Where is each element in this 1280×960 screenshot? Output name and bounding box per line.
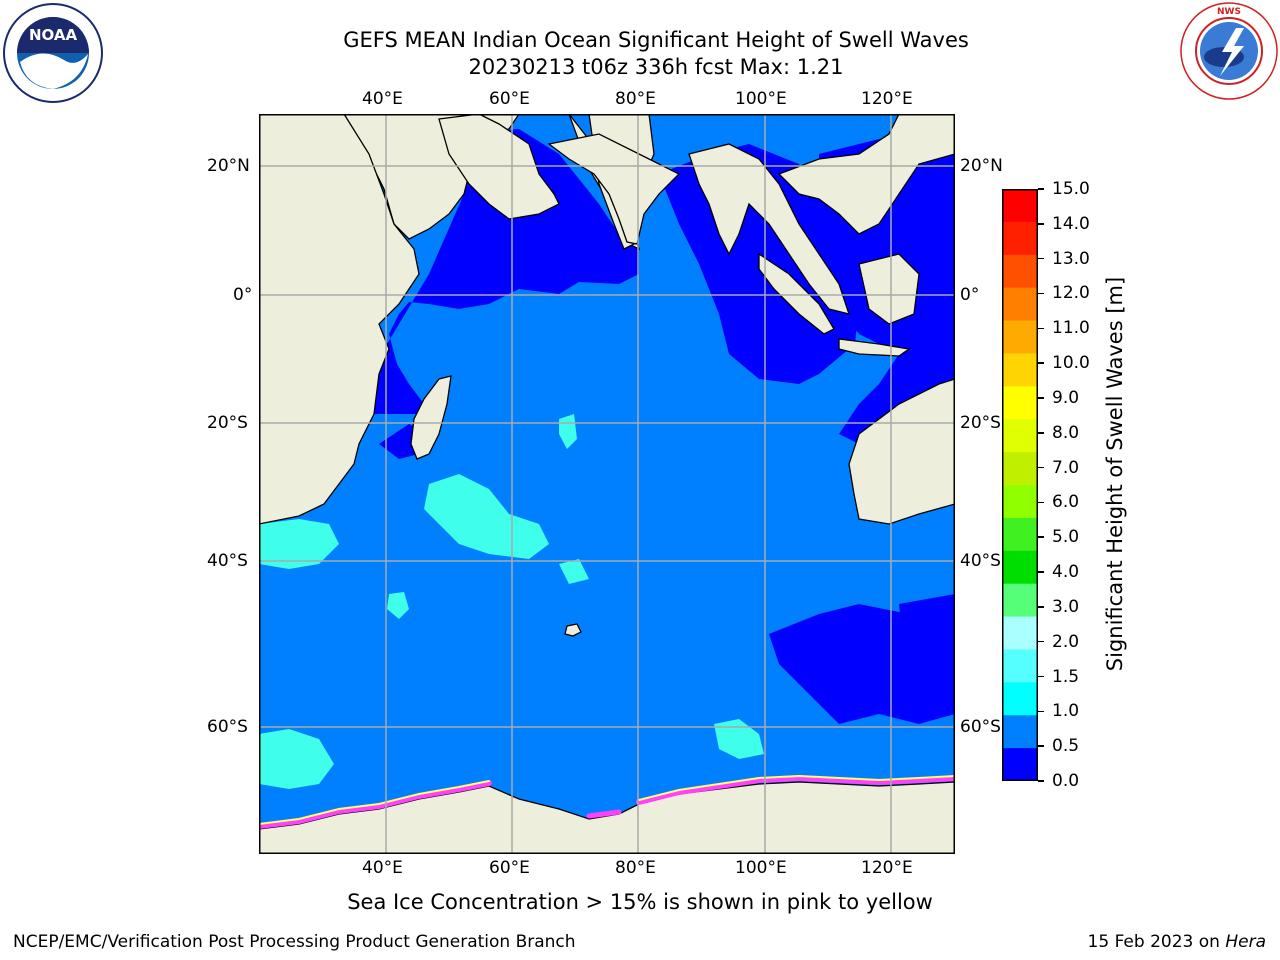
land-masses xyxy=(259,114,955,854)
lat-label-left-0: 0° xyxy=(233,285,253,305)
colorbar-swatch xyxy=(1002,221,1038,256)
colorbar-swatch xyxy=(1002,452,1038,486)
footer-date-text: 15 Feb 2023 on xyxy=(1087,932,1226,952)
lat-label-left-40s: 40°S xyxy=(207,551,248,571)
colorbar-tick-mark xyxy=(1038,710,1044,713)
colorbar-tick-label: 6.0 xyxy=(1052,492,1080,513)
colorbar-tick-mark xyxy=(1038,606,1044,608)
colorbar-tick-label: 4.0 xyxy=(1052,562,1080,583)
colorbar-swatch xyxy=(1002,254,1038,289)
lat-label-left-20s: 20°S xyxy=(207,413,248,433)
colorbar-swatch xyxy=(1002,649,1038,683)
colorbar-swatch xyxy=(1002,353,1038,387)
colorbar-tick-label: 1.0 xyxy=(1052,701,1080,722)
colorbar-tick-mark xyxy=(1038,745,1044,747)
lon-label-bottom-40e: 40°E xyxy=(362,858,403,878)
lat-label-left-60s: 60°S xyxy=(207,717,248,737)
lon-label-top-40e: 40°E xyxy=(362,89,403,109)
gridlines xyxy=(259,114,955,854)
colorbar-tick-label: 9.0 xyxy=(1052,387,1080,408)
colorbar-tick-mark xyxy=(1038,640,1044,643)
colorbar-tick-mark xyxy=(1038,780,1044,782)
lat-label-left-20n: 20°N xyxy=(207,156,250,176)
lon-label-bottom-60e: 60°E xyxy=(489,858,530,878)
lon-label-bottom-80e: 80°E xyxy=(615,858,656,878)
footer-credit: NCEP/EMC/Verification Post Processing Pr… xyxy=(13,932,576,952)
colorbar-frame xyxy=(1002,189,1038,781)
colorbar-swatch xyxy=(1002,517,1038,552)
colorbar-tick-label: 8.0 xyxy=(1052,422,1080,443)
sea-ice-fringe xyxy=(259,774,955,829)
colorbar-tick-label: 1.5 xyxy=(1052,666,1080,687)
colorbar-tick-label: 12.0 xyxy=(1052,283,1090,304)
chart-subtitle: 20230213 t06z 336h fcst Max: 1.21 xyxy=(468,55,844,79)
map-frame xyxy=(259,114,955,854)
colorbar-tick-label: 14.0 xyxy=(1052,213,1090,234)
colorbar-tick-label: 13.0 xyxy=(1052,248,1090,269)
colorbar-tick-label: 5.0 xyxy=(1052,527,1080,548)
colorbar-tick-mark xyxy=(1038,362,1044,364)
lon-label-bottom-100e: 100°E xyxy=(735,858,787,878)
colorbar-swatch xyxy=(1002,419,1038,453)
colorbar-swatch xyxy=(1002,748,1038,782)
lat-label-right-0: 0° xyxy=(960,285,980,305)
colorbar-swatch xyxy=(1002,287,1038,322)
colorbar-tick-mark xyxy=(1038,675,1044,678)
colorbar-tick-label: 15.0 xyxy=(1052,179,1090,199)
colorbar-tick-mark xyxy=(1038,571,1044,573)
colorbar-swatch xyxy=(1002,320,1038,354)
lon-label-top-60e: 60°E xyxy=(489,89,530,109)
footer-date: 15 Feb 2023 on Hera xyxy=(1088,932,1266,952)
colorbar-tick-mark xyxy=(1038,257,1044,260)
colorbar-tick-mark xyxy=(1038,327,1044,330)
lat-label-right-40s: 40°S xyxy=(960,551,1001,571)
svg-text:NWS: NWS xyxy=(1217,7,1241,17)
colorbar xyxy=(1002,189,1038,782)
colorbar-tick-label: 11.0 xyxy=(1052,318,1090,339)
chart-title: GEFS MEAN Indian Ocean Significant Heigh… xyxy=(343,28,969,52)
colorbar-swatch xyxy=(1002,189,1038,223)
colorbar-tick-mark xyxy=(1038,223,1044,225)
colorbar-tick-mark xyxy=(1038,292,1044,295)
lon-label-top-100e: 100°E xyxy=(735,89,787,109)
lat-label-right-20s: 20°S xyxy=(960,413,1001,433)
colorbar-swatch xyxy=(1002,583,1038,618)
lon-label-top-120e: 120°E xyxy=(861,89,913,109)
nws-logo: NWS xyxy=(1178,0,1280,102)
colorbar-swatch xyxy=(1002,550,1038,585)
colorbar-title: Significant Height of Swell Waves [m] xyxy=(1103,276,1127,672)
colorbar-tick-label: 2.0 xyxy=(1052,631,1080,652)
colorbar-tick-label: 3.0 xyxy=(1052,596,1080,617)
colorbar-swatches xyxy=(1002,189,1038,782)
footer-machine: Hera xyxy=(1225,932,1266,952)
colorbar-tick-mark xyxy=(1038,397,1044,399)
colorbar-tick-label: 0.0 xyxy=(1052,771,1080,791)
colorbar-tick-mark xyxy=(1038,188,1044,190)
colorbar-tick-mark xyxy=(1038,501,1044,504)
colorbar-tick-mark xyxy=(1038,466,1044,469)
colorbar-swatch xyxy=(1002,682,1038,716)
swell-map xyxy=(259,114,955,854)
noaa-logo-text: NOAA xyxy=(29,26,78,44)
colorbar-swatch xyxy=(1002,386,1038,420)
colorbar-tick-label: 7.0 xyxy=(1052,457,1080,478)
sea-ice-note: Sea Ice Concentration > 15% is shown in … xyxy=(347,890,933,914)
colorbar-swatch xyxy=(1002,616,1038,650)
colorbar-tick-label: 0.5 xyxy=(1052,736,1080,757)
lon-label-bottom-120e: 120°E xyxy=(861,858,913,878)
colorbar-swatch xyxy=(1002,715,1038,749)
lat-label-right-20n: 20°N xyxy=(960,156,1003,176)
map-panel xyxy=(259,114,955,854)
colorbar-tick-label: 10.0 xyxy=(1052,353,1090,374)
lon-label-top-80e: 80°E xyxy=(615,89,656,109)
colorbar-swatch xyxy=(1002,485,1038,519)
colorbar-tick-mark xyxy=(1038,432,1044,434)
noaa-logo: NOAA xyxy=(2,2,104,104)
lat-label-right-60s: 60°S xyxy=(960,717,1001,737)
colorbar-tick-mark xyxy=(1038,536,1044,538)
